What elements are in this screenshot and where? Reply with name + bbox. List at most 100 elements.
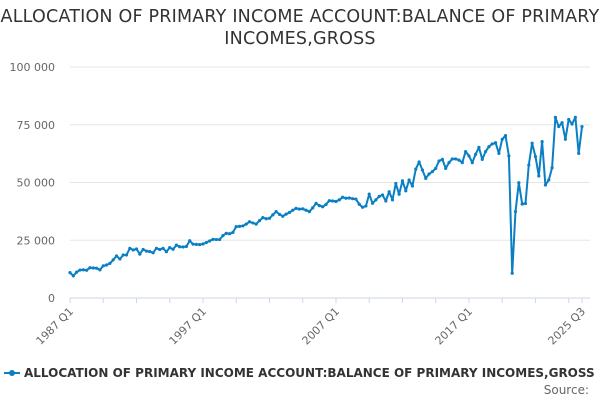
data-point <box>460 161 464 165</box>
data-point <box>437 159 441 163</box>
data-point <box>91 266 95 270</box>
data-point <box>264 217 268 221</box>
data-point <box>487 145 491 149</box>
data-point <box>254 222 258 226</box>
data-point <box>171 247 175 251</box>
chart-title: ALLOCATION OF PRIMARY INCOME ACCOUNT:BAL… <box>0 7 600 49</box>
data-point <box>121 253 125 257</box>
data-point <box>380 193 385 197</box>
data-point <box>178 245 182 249</box>
data-point <box>161 246 165 250</box>
data-point <box>88 266 92 270</box>
data-point <box>507 154 511 158</box>
data-point <box>227 232 232 236</box>
data-point <box>450 157 454 161</box>
data-point <box>267 216 272 220</box>
data-point <box>131 248 135 252</box>
data-point <box>444 166 448 171</box>
data-point <box>434 166 438 171</box>
data-point <box>68 270 72 275</box>
data-point <box>543 183 548 187</box>
source-label: Source: <box>543 383 589 397</box>
data-point <box>400 179 405 183</box>
legend[interactable]: ALLOCATION OF PRIMARY INCOME ACCOUNT:BAL… <box>4 366 595 380</box>
data-point <box>224 231 228 235</box>
data-point <box>141 247 145 252</box>
y-tick-label: 0 <box>48 292 55 305</box>
data-point <box>144 249 149 253</box>
data-point <box>314 201 318 205</box>
data-point <box>397 192 401 196</box>
legend-line-marker-icon <box>4 368 20 378</box>
data-point <box>483 149 488 154</box>
data-point <box>168 246 172 250</box>
data-point <box>158 247 162 252</box>
data-point <box>520 202 524 206</box>
data-point <box>204 240 208 245</box>
y-tick-label: 100 000 <box>10 61 56 74</box>
data-point <box>184 244 188 249</box>
data-point <box>211 237 215 241</box>
data-point <box>297 207 302 211</box>
data-point <box>274 210 278 214</box>
data-point <box>513 210 518 214</box>
data-point <box>337 198 341 202</box>
data-point <box>194 242 198 247</box>
data-point <box>540 140 544 144</box>
data-point <box>201 242 205 246</box>
data-point <box>430 170 434 174</box>
data-point <box>420 168 425 172</box>
data-point <box>148 249 152 254</box>
data-point <box>477 145 481 149</box>
data-point <box>128 246 132 250</box>
data-point <box>560 121 564 125</box>
data-point <box>503 134 508 138</box>
data-point <box>281 214 285 218</box>
y-tick-label: 50 000 <box>17 177 56 190</box>
data-point <box>301 207 305 211</box>
data-point <box>271 213 275 217</box>
data-point <box>407 178 411 182</box>
data-point <box>517 181 521 185</box>
data-point <box>261 216 265 220</box>
data-point <box>164 250 169 254</box>
data-point <box>244 222 248 226</box>
data-point <box>188 239 192 243</box>
data-point <box>467 154 471 158</box>
data-point <box>573 115 577 119</box>
data-point <box>101 264 105 268</box>
data-point <box>277 212 282 216</box>
data-point <box>311 206 315 210</box>
data-point <box>523 201 528 206</box>
data-point <box>533 155 538 159</box>
data-point <box>497 151 501 155</box>
y-tick-label: 75 000 <box>17 119 56 132</box>
data-point <box>404 189 408 193</box>
data-point <box>490 142 494 146</box>
data-point <box>191 242 195 246</box>
data-point <box>553 115 558 119</box>
data-point <box>231 230 235 234</box>
data-point <box>341 195 345 199</box>
data-point <box>360 205 365 209</box>
data-point <box>307 210 311 214</box>
data-point <box>154 246 159 250</box>
data-point <box>367 192 371 196</box>
data-point <box>118 257 122 261</box>
data-point <box>390 198 395 202</box>
data-point <box>457 158 461 162</box>
data-point <box>291 208 295 212</box>
data-point <box>563 137 567 141</box>
data-point <box>474 152 478 156</box>
data-point <box>151 251 155 255</box>
x-tick-label: 2007 Q1 <box>300 305 343 348</box>
data-point <box>414 167 418 171</box>
data-point <box>370 201 375 205</box>
x-tick-label: 2025 Q3 <box>546 305 589 348</box>
data-point <box>327 199 331 203</box>
data-point <box>85 268 89 272</box>
data-point <box>377 194 381 198</box>
data-point <box>208 239 212 243</box>
data-point <box>480 157 484 161</box>
data-point <box>78 268 82 272</box>
